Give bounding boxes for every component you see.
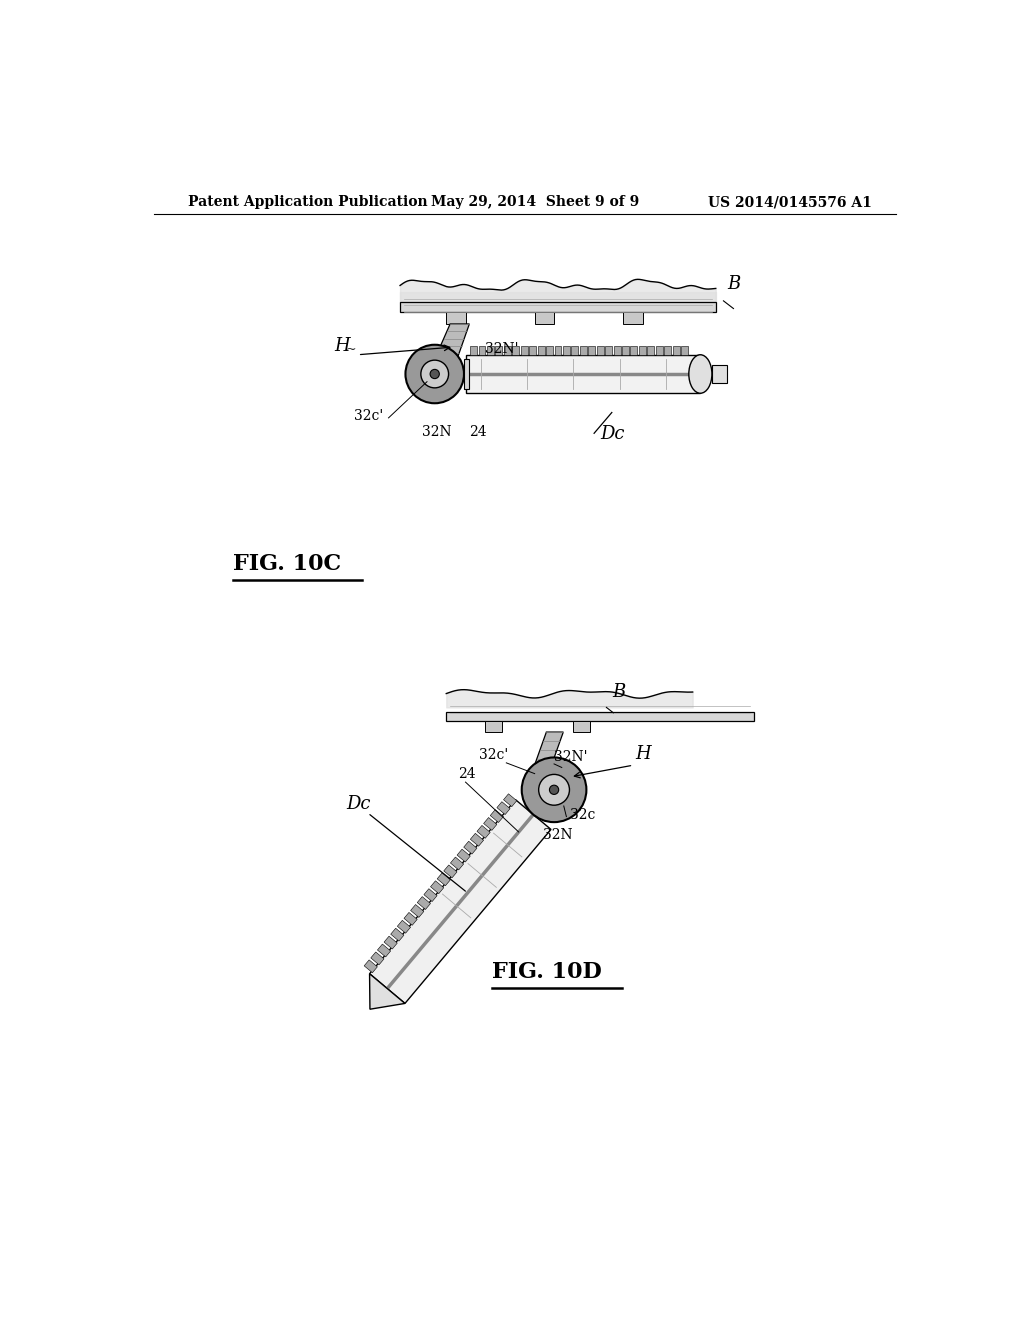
- Text: Patent Application Publication: Patent Application Publication: [188, 195, 428, 210]
- Polygon shape: [464, 359, 469, 389]
- Polygon shape: [563, 346, 570, 355]
- Polygon shape: [580, 346, 587, 355]
- Text: H: H: [335, 337, 350, 355]
- Polygon shape: [573, 721, 590, 733]
- Polygon shape: [681, 346, 688, 355]
- Circle shape: [550, 785, 559, 795]
- Polygon shape: [546, 346, 553, 355]
- Polygon shape: [712, 364, 727, 383]
- Polygon shape: [477, 825, 490, 838]
- Text: ~: ~: [345, 343, 356, 356]
- Polygon shape: [613, 346, 621, 355]
- Polygon shape: [504, 346, 511, 355]
- Text: Dc: Dc: [346, 795, 371, 813]
- Text: 32N': 32N': [484, 342, 518, 356]
- Polygon shape: [370, 800, 551, 1003]
- Polygon shape: [464, 841, 477, 854]
- Polygon shape: [411, 904, 424, 917]
- Text: 32c': 32c': [478, 748, 508, 762]
- Text: 32c': 32c': [354, 409, 383, 424]
- Text: US 2014/0145576 A1: US 2014/0145576 A1: [708, 195, 871, 210]
- Polygon shape: [484, 721, 502, 733]
- Ellipse shape: [689, 355, 712, 393]
- Polygon shape: [529, 346, 537, 355]
- Polygon shape: [378, 944, 391, 957]
- Polygon shape: [446, 312, 466, 323]
- Polygon shape: [470, 833, 483, 846]
- Polygon shape: [365, 960, 378, 973]
- Polygon shape: [605, 346, 612, 355]
- Circle shape: [521, 758, 587, 822]
- Polygon shape: [478, 346, 485, 355]
- Polygon shape: [597, 346, 603, 355]
- Polygon shape: [639, 346, 646, 355]
- Polygon shape: [384, 936, 397, 949]
- Polygon shape: [470, 346, 477, 355]
- Polygon shape: [673, 346, 680, 355]
- Polygon shape: [457, 849, 470, 862]
- Polygon shape: [370, 974, 404, 1010]
- Polygon shape: [443, 865, 457, 878]
- Circle shape: [539, 775, 569, 805]
- Text: 24: 24: [458, 767, 475, 781]
- Text: H: H: [635, 744, 650, 763]
- Polygon shape: [451, 857, 464, 870]
- Text: May 29, 2014  Sheet 9 of 9: May 29, 2014 Sheet 9 of 9: [431, 195, 639, 210]
- Polygon shape: [535, 312, 554, 323]
- Polygon shape: [466, 355, 700, 393]
- Polygon shape: [391, 928, 403, 941]
- Polygon shape: [589, 346, 595, 355]
- Polygon shape: [431, 323, 469, 368]
- Polygon shape: [497, 801, 510, 814]
- Text: FIG. 10D: FIG. 10D: [493, 961, 602, 983]
- Polygon shape: [487, 346, 494, 355]
- Polygon shape: [404, 912, 417, 925]
- Text: FIG. 10C: FIG. 10C: [233, 553, 341, 576]
- Polygon shape: [571, 346, 579, 355]
- Text: B: B: [611, 684, 625, 701]
- Polygon shape: [397, 920, 411, 933]
- Polygon shape: [512, 346, 519, 355]
- Text: 24: 24: [469, 425, 487, 438]
- Polygon shape: [430, 880, 443, 894]
- Polygon shape: [424, 888, 437, 902]
- Text: 32N: 32N: [543, 828, 572, 842]
- Text: 32c: 32c: [570, 808, 596, 822]
- Polygon shape: [371, 952, 384, 965]
- Polygon shape: [504, 793, 517, 807]
- Polygon shape: [631, 346, 637, 355]
- Polygon shape: [665, 346, 671, 355]
- Polygon shape: [647, 346, 654, 355]
- Polygon shape: [655, 346, 663, 355]
- Polygon shape: [437, 873, 451, 886]
- Polygon shape: [521, 346, 527, 355]
- Circle shape: [406, 345, 464, 404]
- Polygon shape: [624, 312, 643, 323]
- Polygon shape: [555, 346, 561, 355]
- Polygon shape: [417, 896, 430, 909]
- Polygon shape: [527, 733, 563, 785]
- Circle shape: [430, 370, 439, 379]
- Polygon shape: [496, 346, 503, 355]
- Polygon shape: [538, 346, 545, 355]
- Polygon shape: [446, 711, 755, 721]
- Text: 32N: 32N: [422, 425, 452, 438]
- Text: B: B: [727, 276, 740, 293]
- Text: Dc: Dc: [600, 425, 625, 444]
- Circle shape: [421, 360, 449, 388]
- Polygon shape: [490, 809, 504, 822]
- Polygon shape: [400, 302, 716, 312]
- Polygon shape: [622, 346, 629, 355]
- Polygon shape: [483, 817, 497, 830]
- Text: 32N': 32N': [554, 750, 588, 764]
